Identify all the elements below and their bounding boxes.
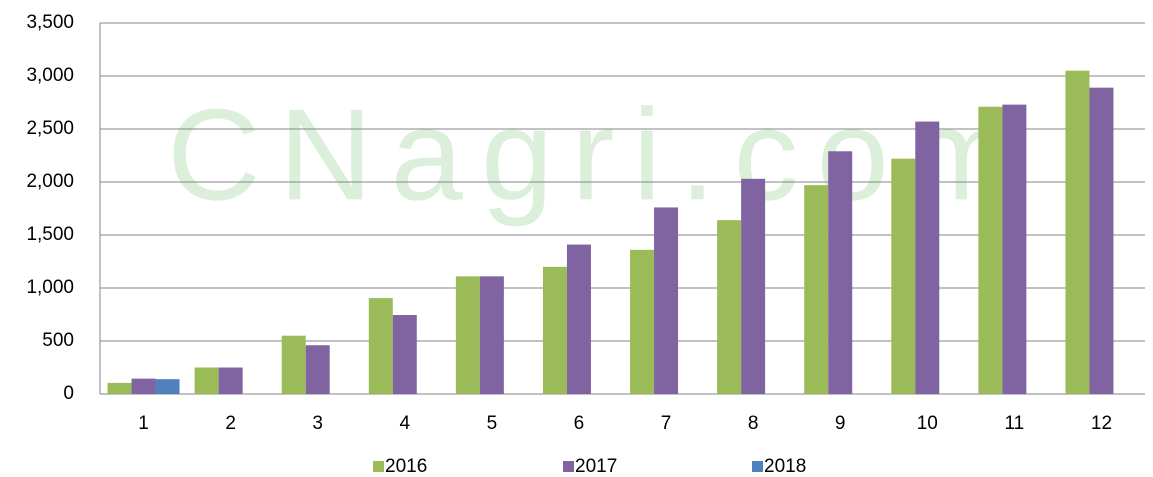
- x-tick-label: 2: [225, 413, 236, 434]
- y-tick-label: 2,000: [26, 171, 74, 192]
- x-tick-label: 3: [312, 413, 323, 434]
- y-tick-label: 500: [42, 330, 74, 351]
- bar: [717, 220, 742, 394]
- bar: [479, 276, 504, 394]
- x-tick-label: 8: [748, 413, 759, 434]
- x-tick-label: 12: [1091, 413, 1112, 434]
- bar: [107, 382, 132, 394]
- bar: [218, 367, 243, 394]
- bar: [566, 244, 591, 394]
- bar: [654, 207, 679, 394]
- y-tick-label: 0: [63, 383, 74, 404]
- bar: [804, 185, 829, 394]
- x-tick-label: 7: [661, 413, 672, 434]
- bar: [1002, 104, 1027, 395]
- bar: [1089, 87, 1114, 394]
- bar: [455, 276, 480, 394]
- bar: [194, 367, 219, 394]
- bar: [630, 249, 655, 394]
- bar: [392, 315, 417, 394]
- y-tick-label: 3,000: [26, 65, 74, 86]
- y-tick-label: 1,500: [26, 224, 74, 245]
- bar: [131, 378, 156, 394]
- x-tick-label: 4: [400, 413, 411, 434]
- y-tick-label: 1,000: [26, 277, 74, 298]
- x-tick-label: 6: [574, 413, 585, 434]
- bar: [828, 151, 853, 394]
- y-tick-label: 2,500: [26, 118, 74, 139]
- bar: [1065, 70, 1090, 394]
- legend-label: 2018: [764, 456, 806, 477]
- x-tick-label: 5: [487, 413, 498, 434]
- bar: [305, 345, 330, 394]
- bar: [368, 298, 393, 394]
- x-tick-label: 10: [917, 413, 938, 434]
- bar: [915, 121, 940, 394]
- bar: [741, 178, 766, 394]
- bar: [978, 106, 1003, 395]
- legend-swatch: [373, 461, 384, 472]
- y-tick-label: 3,500: [26, 12, 74, 33]
- bar: [281, 335, 306, 394]
- legend-label: 2017: [575, 456, 617, 477]
- bar: [891, 158, 916, 394]
- x-tick-label: 1: [138, 413, 149, 434]
- watermark: CNagri.com: [167, 81, 1033, 227]
- legend-swatch: [563, 461, 574, 472]
- legend-swatch: [752, 461, 763, 472]
- bar: [155, 379, 180, 394]
- legend-label: 2016: [385, 456, 427, 477]
- x-tick-label: 11: [1005, 413, 1025, 434]
- bar: [542, 266, 567, 394]
- x-tick-label: 9: [835, 413, 846, 434]
